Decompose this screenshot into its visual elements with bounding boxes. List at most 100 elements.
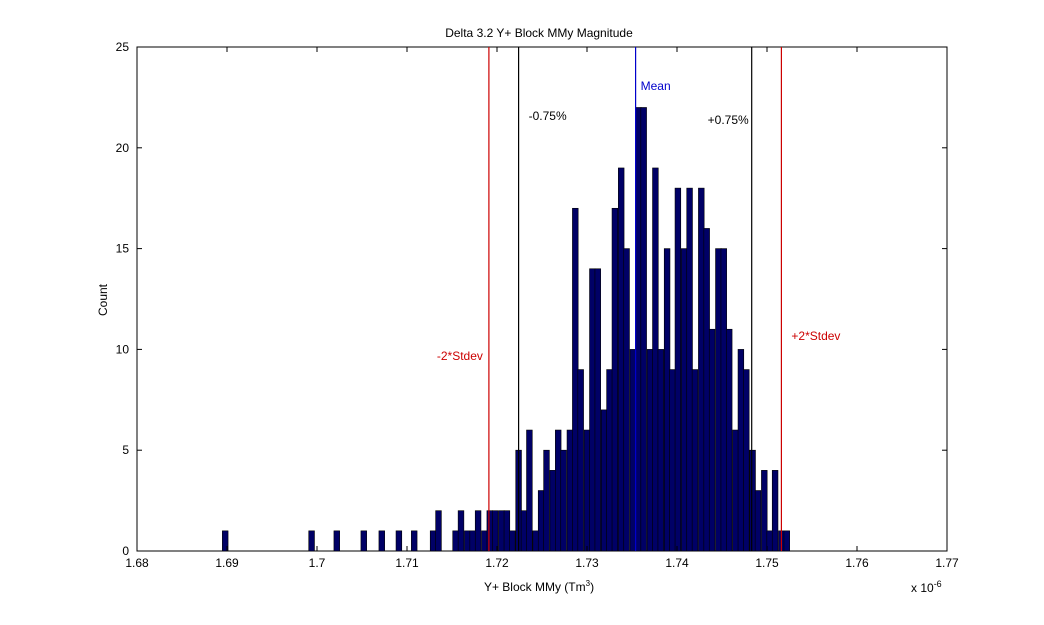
x-tick-label: 1.77 xyxy=(935,556,959,570)
histogram-bar xyxy=(469,530,476,552)
reference-line-label: +0.75% xyxy=(708,113,749,127)
histogram-bar xyxy=(618,167,625,552)
histogram-bar xyxy=(761,470,768,552)
x-axis-multiplier-exponent: -6 xyxy=(934,579,942,589)
histogram-bar xyxy=(308,530,315,552)
reference-line-label: Mean xyxy=(641,79,671,93)
histogram-bar xyxy=(754,490,762,552)
histogram-bar xyxy=(222,530,229,552)
histogram-bar xyxy=(691,369,699,552)
x-axis-label-close: ) xyxy=(590,580,594,594)
histogram-bar xyxy=(743,369,750,552)
x-axis-multiplier-base: x 10 xyxy=(911,581,934,595)
histogram-bar xyxy=(457,510,465,552)
histogram-bar xyxy=(749,449,756,552)
y-tick-label: 0 xyxy=(122,544,129,558)
histogram-bar xyxy=(640,107,647,552)
histogram-bar xyxy=(435,510,442,552)
plot-area xyxy=(136,46,948,552)
histogram-bar xyxy=(411,530,418,552)
x-tick-label: 1.72 xyxy=(485,556,509,570)
y-tick-label: 25 xyxy=(116,40,130,54)
histogram-bar xyxy=(577,369,584,552)
reference-line-label: -0.75% xyxy=(529,109,567,123)
histogram-bar xyxy=(657,349,664,552)
histogram-bar xyxy=(600,409,608,552)
histogram-bar xyxy=(583,429,591,552)
histogram-bar xyxy=(629,349,637,552)
x-tick-label: 1.73 xyxy=(575,556,599,570)
histogram-bar xyxy=(452,530,459,552)
x-tick-label: 1.69 xyxy=(215,556,239,570)
ticks-layer: 1.68 1.69 1.7 1.71 1.72 1.73 1.74 1.75 1.76 1.77 0… xyxy=(116,40,959,570)
histogram-bar xyxy=(703,228,710,552)
y-tick-label: 20 xyxy=(116,141,130,155)
histogram-bar xyxy=(429,530,437,552)
histogram-bar xyxy=(481,530,488,552)
histogram-bar xyxy=(783,530,790,552)
histogram-bar xyxy=(543,449,550,552)
histogram-bar xyxy=(464,530,471,552)
reference-line-label: +2*Stdev xyxy=(791,329,840,343)
histogram-bar xyxy=(669,369,676,552)
histogram-bar xyxy=(652,167,659,552)
x-tick-label: 1.74 xyxy=(665,556,689,570)
x-axis-label: Y+ Block MMy (Tm3) xyxy=(484,579,594,594)
histogram-bar xyxy=(594,268,601,552)
histogram-bar xyxy=(498,510,505,552)
histogram-bar xyxy=(555,429,562,552)
y-tick-label: 15 xyxy=(116,242,130,256)
histogram-bar xyxy=(532,530,539,552)
histogram-bar xyxy=(503,510,511,552)
histogram-bar xyxy=(378,530,385,552)
x-axis-label-main: Y+ Block MMy (Tm xyxy=(484,580,586,594)
histogram-bar xyxy=(589,268,596,552)
x-tick-label: 1.7 xyxy=(309,556,326,570)
x-axis-label-superscript: 3 xyxy=(586,579,591,588)
histogram-bar xyxy=(606,369,613,552)
histogram-bar xyxy=(726,328,733,552)
reference-lines-layer: -2*Stdev -0.75% Mean +0.75% +2*Stdev xyxy=(437,47,840,551)
histogram-bar xyxy=(474,510,482,552)
histogram-bar xyxy=(486,510,493,552)
histogram-bar xyxy=(492,510,499,552)
histogram-bar xyxy=(566,429,574,552)
histogram-bar xyxy=(623,248,630,552)
histogram-bar xyxy=(537,490,545,552)
histogram-bar xyxy=(526,429,533,552)
histogram-bar xyxy=(771,470,779,552)
histogram-bar xyxy=(720,248,727,552)
histogram-bar xyxy=(395,530,403,552)
histogram-bar xyxy=(520,510,528,552)
y-tick-label: 5 xyxy=(122,443,129,457)
histogram-bar xyxy=(611,207,619,552)
y-tick-label: 10 xyxy=(116,342,130,356)
histogram-bar xyxy=(333,530,340,552)
reference-line-label: -2*Stdev xyxy=(437,349,483,363)
histogram-bar xyxy=(681,248,688,552)
x-tick-label: 1.71 xyxy=(395,556,419,570)
histogram-bar xyxy=(686,187,693,552)
histogram-bar xyxy=(766,530,773,552)
histogram-bar xyxy=(646,349,654,552)
histogram-bar xyxy=(572,207,579,552)
histogram-bar xyxy=(732,429,739,552)
histogram-bar xyxy=(509,530,516,552)
x-tick-label: 1.68 xyxy=(125,556,149,570)
x-tick-label: 1.76 xyxy=(845,556,869,570)
x-axis-multiplier: x 10-6 xyxy=(911,579,942,595)
histogram-bar xyxy=(663,248,671,552)
histogram-bar xyxy=(715,248,722,552)
histogram-bar xyxy=(560,449,567,552)
histogram-bar xyxy=(549,470,556,552)
histogram-bar xyxy=(674,187,682,552)
histogram-bar xyxy=(708,328,716,552)
x-tick-label: 1.75 xyxy=(755,556,779,570)
histogram-bar xyxy=(635,107,642,552)
chart-title: Delta 3.2 Y+ Block MMy Magnitude xyxy=(445,26,633,40)
histogram-bar xyxy=(737,349,745,552)
y-axis-label: Count xyxy=(96,283,110,316)
histogram-bar xyxy=(360,530,367,552)
